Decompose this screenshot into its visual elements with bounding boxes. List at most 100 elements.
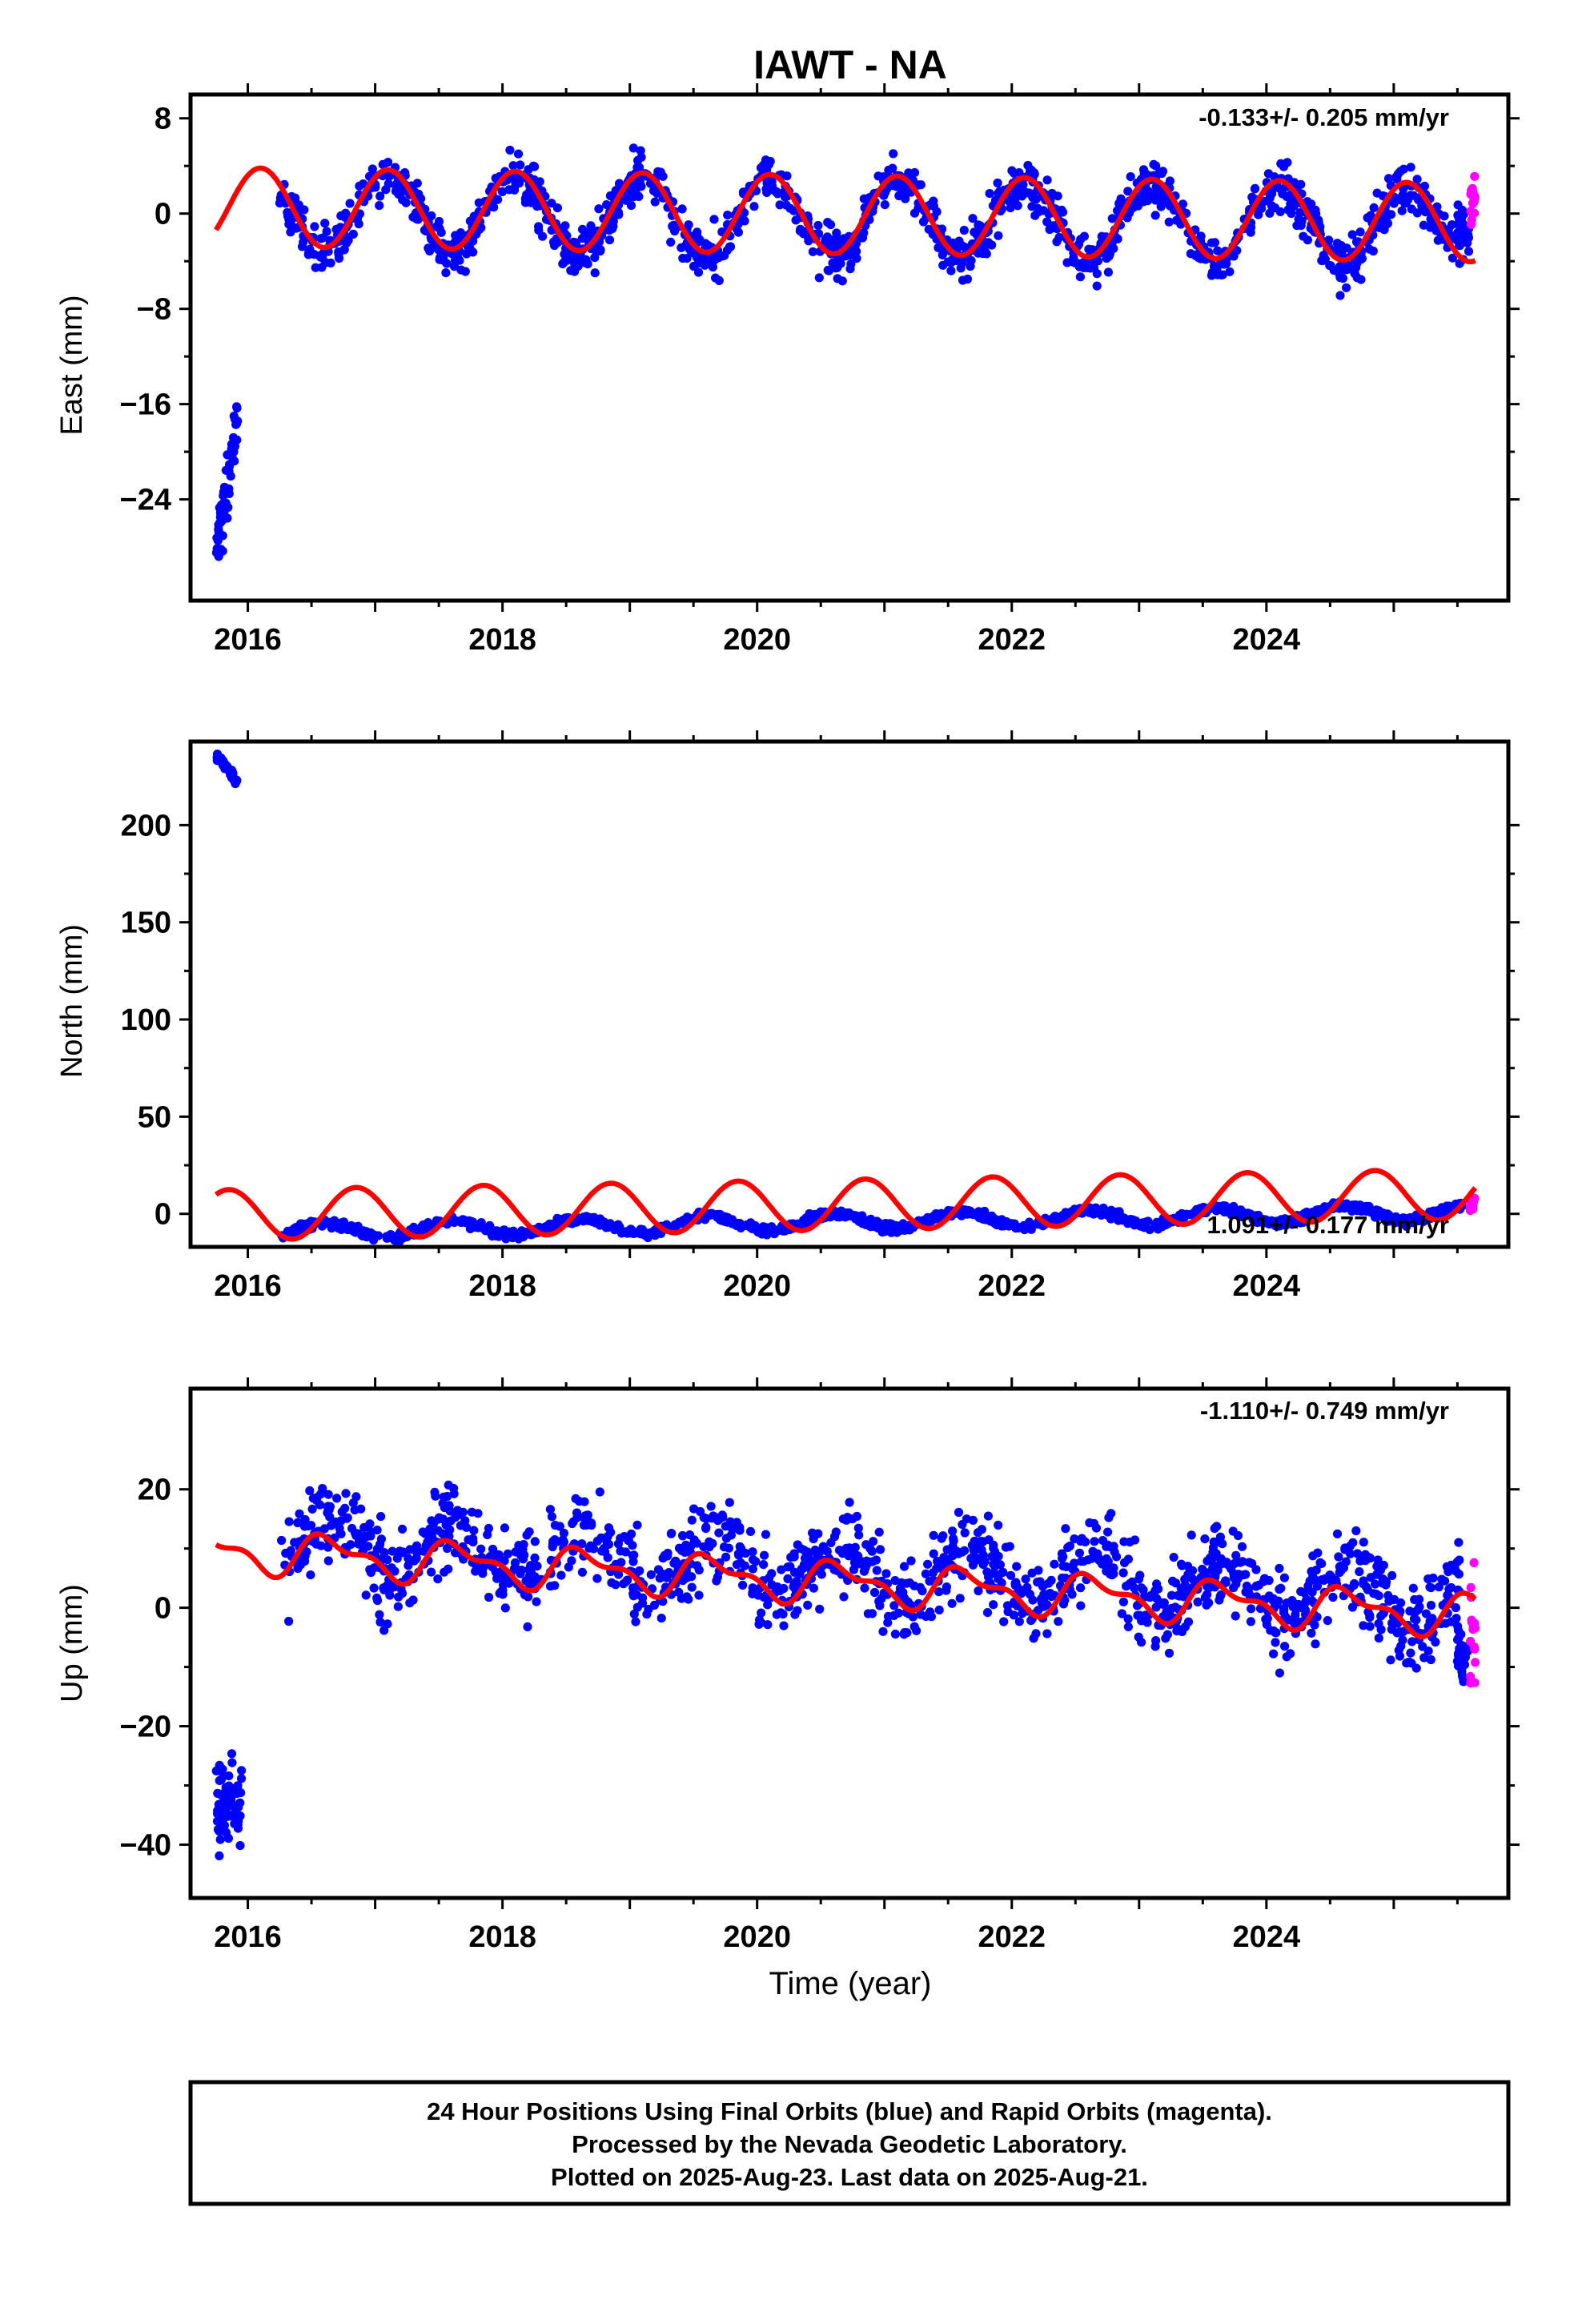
up-data-point bbox=[968, 1515, 978, 1525]
up-data-point bbox=[1469, 1618, 1480, 1628]
up-data-point bbox=[611, 1580, 620, 1590]
east-data-point bbox=[1468, 199, 1478, 208]
east-data-point bbox=[678, 253, 688, 263]
east-y-tick-label: 0 bbox=[155, 198, 171, 231]
east-data-point bbox=[666, 237, 676, 247]
east-data-point bbox=[516, 160, 525, 170]
up-data-point bbox=[1123, 1622, 1133, 1631]
east-data-point bbox=[1151, 161, 1161, 171]
up-data-point bbox=[754, 1619, 764, 1629]
up-data-point bbox=[1428, 1573, 1438, 1583]
up-data-point bbox=[1058, 1573, 1067, 1583]
north-data-point bbox=[804, 1213, 813, 1223]
up-data-point bbox=[1169, 1553, 1178, 1562]
east-data-point bbox=[1412, 208, 1422, 218]
up-data-point bbox=[372, 1593, 382, 1602]
up-data-point bbox=[765, 1573, 774, 1582]
north-data-point bbox=[1011, 1222, 1021, 1232]
east-data-point bbox=[1275, 207, 1285, 216]
up-data-point bbox=[849, 1558, 860, 1567]
up-data-point bbox=[215, 1851, 224, 1860]
east-data-point bbox=[215, 513, 225, 522]
up-data-point bbox=[666, 1529, 676, 1538]
up-data-point bbox=[1237, 1542, 1247, 1551]
north-data-point bbox=[347, 1220, 356, 1231]
up-data-point bbox=[1327, 1572, 1337, 1582]
east-data-point bbox=[1366, 211, 1375, 220]
up-data-point bbox=[397, 1524, 408, 1534]
east-data-point bbox=[823, 265, 833, 275]
east-data-point bbox=[656, 167, 665, 177]
up-data-point bbox=[1340, 1545, 1350, 1554]
up-data-point bbox=[813, 1550, 822, 1560]
east-data-point bbox=[1311, 205, 1320, 215]
up-data-point bbox=[1451, 1603, 1460, 1613]
east-data-point bbox=[1171, 215, 1182, 225]
north-data-point bbox=[877, 1222, 887, 1232]
up-data-point bbox=[1151, 1636, 1161, 1646]
east-data-point bbox=[689, 261, 699, 271]
up-data-point bbox=[728, 1525, 737, 1534]
up-data-point bbox=[372, 1526, 382, 1535]
east-data-point bbox=[1347, 230, 1357, 239]
up-data-point bbox=[550, 1535, 560, 1545]
up-data-point bbox=[438, 1498, 448, 1508]
north-data-point bbox=[1342, 1199, 1351, 1208]
up-data-point bbox=[631, 1617, 640, 1626]
up-data-point bbox=[1124, 1580, 1134, 1590]
north-offset-segment-points bbox=[212, 750, 242, 789]
up-data-point bbox=[1110, 1547, 1119, 1557]
up-data-point bbox=[433, 1574, 443, 1584]
up-data-point bbox=[284, 1616, 294, 1626]
east-data-point bbox=[1086, 263, 1095, 273]
north-y-tick-label: 100 bbox=[121, 1003, 171, 1037]
east-data-point bbox=[508, 161, 518, 171]
up-data-point bbox=[1239, 1570, 1248, 1580]
up-data-point bbox=[405, 1598, 415, 1608]
up-data-point bbox=[1123, 1614, 1133, 1624]
east-x-tick-label: 2018 bbox=[468, 623, 536, 657]
up-data-point bbox=[460, 1516, 470, 1526]
up-data-point bbox=[1029, 1634, 1038, 1643]
up-data-point bbox=[748, 1588, 757, 1598]
up-data-point bbox=[1074, 1548, 1084, 1558]
east-data-point bbox=[505, 145, 515, 155]
up-data-point bbox=[861, 1559, 870, 1569]
east-data-point bbox=[693, 267, 704, 277]
east-data-point bbox=[1267, 189, 1277, 199]
up-data-point bbox=[1118, 1568, 1128, 1578]
up-data-point bbox=[1058, 1562, 1068, 1571]
up-data-point bbox=[629, 1609, 639, 1619]
up-data-point bbox=[994, 1570, 1004, 1579]
east-data-point bbox=[677, 204, 687, 214]
north-data-point bbox=[997, 1221, 1006, 1231]
east-data-point bbox=[449, 262, 460, 271]
up-data-point bbox=[974, 1539, 984, 1549]
up-data-point bbox=[917, 1586, 927, 1596]
east-data-point bbox=[857, 233, 867, 243]
up-data-point bbox=[1241, 1587, 1251, 1597]
up-data-point bbox=[1466, 1671, 1476, 1682]
north-data-point bbox=[640, 1228, 649, 1237]
up-data-point bbox=[1026, 1590, 1035, 1599]
up-data-point bbox=[627, 1529, 636, 1539]
up-data-point bbox=[227, 1758, 237, 1767]
x-axis-label: Time (year) bbox=[769, 1966, 932, 2001]
east-data-point bbox=[1093, 256, 1103, 266]
up-y-axis-label: Up (mm) bbox=[55, 1584, 89, 1703]
east-data-point bbox=[1196, 231, 1206, 241]
east-data-point bbox=[1383, 218, 1392, 227]
east-data-point bbox=[571, 263, 580, 272]
up-data-point bbox=[982, 1608, 993, 1618]
east-data-point bbox=[1126, 172, 1135, 182]
north-data-point bbox=[1020, 1224, 1030, 1233]
east-data-point bbox=[427, 243, 436, 253]
up-data-point bbox=[687, 1582, 697, 1592]
east-data-point bbox=[762, 164, 772, 174]
east-y-tick-label: 8 bbox=[155, 103, 171, 136]
east-data-point bbox=[223, 513, 232, 523]
east-data-point bbox=[681, 241, 691, 251]
up-data-point bbox=[798, 1563, 808, 1574]
up-data-point bbox=[580, 1511, 590, 1521]
